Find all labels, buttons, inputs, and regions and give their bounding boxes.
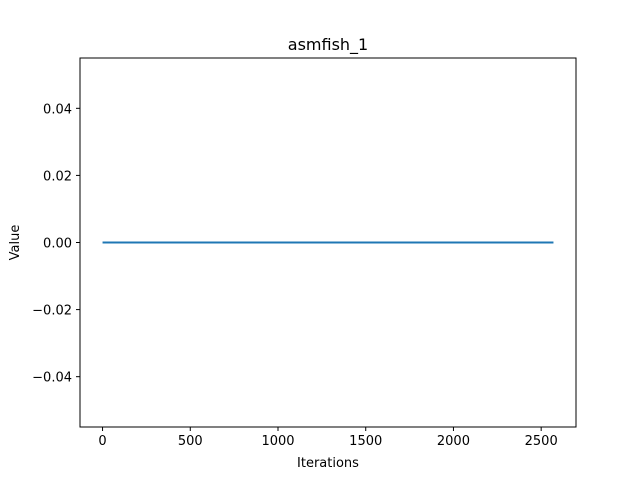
chart-title: asmfish_1 — [288, 35, 368, 55]
y-tick-label: 0.00 — [43, 237, 72, 252]
x-tick-label: 0 — [98, 434, 106, 449]
x-tick-label: 500 — [178, 434, 203, 449]
y-axis: −0.04 −0.02 0.00 0.02 0.04 — [32, 102, 80, 386]
y-tick-label: 0.04 — [43, 102, 72, 117]
y-tick-label: 0.02 — [43, 169, 72, 184]
x-tick-label: 2000 — [437, 434, 470, 449]
y-tick-label: −0.04 — [32, 371, 72, 386]
y-axis-label: Value — [8, 225, 23, 261]
y-tick-label: −0.02 — [32, 304, 72, 319]
x-tick-label: 1000 — [261, 434, 294, 449]
x-tick-label: 1500 — [349, 434, 382, 449]
x-axis: 0 500 1000 1500 2000 2500 — [98, 427, 558, 449]
x-tick-label: 2500 — [525, 434, 558, 449]
x-axis-label: Iterations — [297, 456, 359, 471]
